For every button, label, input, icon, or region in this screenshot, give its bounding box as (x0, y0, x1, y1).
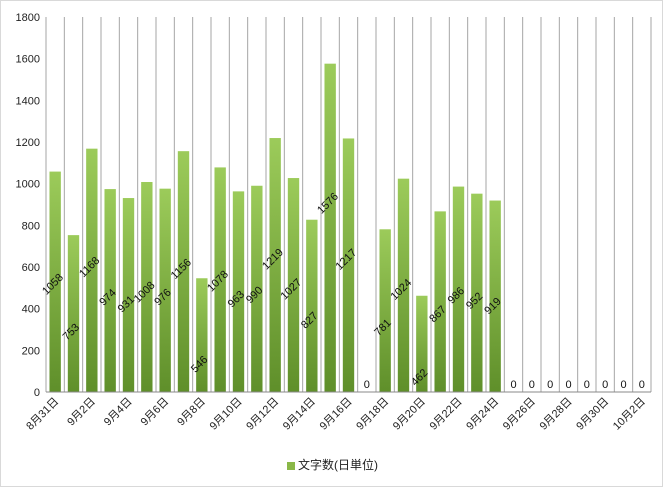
bar (67, 235, 80, 392)
y-tick-label: 1400 (16, 95, 40, 107)
x-tick-label: 9月20日 (391, 396, 428, 433)
data-label: 0 (547, 379, 553, 391)
y-tick-label: 1800 (16, 12, 40, 24)
bar (86, 148, 98, 392)
grid-lines (45, 17, 652, 392)
y-tick-label: 400 (22, 304, 40, 316)
bar (232, 191, 245, 392)
bar (159, 188, 171, 392)
bar (251, 185, 263, 392)
bar (342, 138, 355, 392)
bar (177, 151, 190, 392)
x-tick-label: 9月16日 (318, 396, 355, 433)
y-tick-label: 200 (22, 345, 40, 357)
bar (141, 182, 153, 392)
bar (471, 193, 483, 392)
y-tick-label: 0 (34, 387, 40, 399)
legend-swatch (287, 461, 295, 470)
x-tick-label: 9月4日 (102, 396, 135, 429)
x-tick-label: 9月26日 (501, 396, 538, 433)
bar (49, 171, 61, 392)
y-tick-label: 1200 (16, 137, 40, 149)
bar (397, 178, 410, 392)
data-label: 0 (529, 379, 535, 391)
x-tick-label: 9月18日 (354, 396, 391, 433)
data-label: 0 (602, 379, 608, 391)
bar (214, 167, 226, 392)
y-tick-label: 1000 (16, 179, 40, 191)
bar (489, 200, 501, 392)
x-tick-label: 9月28日 (538, 396, 575, 433)
bars (49, 63, 501, 393)
x-tick-label: 9月2日 (65, 396, 98, 429)
x-tick-label: 9月22日 (428, 396, 465, 433)
data-label: 0 (565, 379, 571, 391)
bar (324, 63, 336, 393)
y-tick-label: 1600 (16, 54, 40, 66)
data-label: 0 (639, 379, 645, 391)
data-label: 0 (364, 379, 370, 391)
data-label: 0 (584, 379, 590, 391)
data-label: 0 (620, 379, 626, 391)
x-tick-label: 9月24日 (464, 396, 501, 433)
bar (452, 186, 465, 392)
bar (306, 219, 318, 392)
bar (122, 198, 135, 392)
bar (379, 229, 391, 392)
bar (416, 295, 428, 392)
bar (434, 211, 446, 392)
legend-label: 文字数(日単位) (298, 458, 378, 472)
x-tick-label: 9月30日 (574, 396, 611, 433)
bar (287, 178, 300, 392)
legend: 文字数(日単位) (1, 456, 663, 473)
bar (104, 189, 116, 392)
bar (269, 138, 281, 392)
x-tick-label: 9月14日 (281, 396, 318, 433)
bar (196, 278, 208, 392)
y-tick-label: 600 (22, 262, 40, 274)
x-tick-label: 8月31日 (24, 396, 61, 433)
x-tick-label: 9月12日 (244, 396, 281, 433)
data-label: 0 (510, 379, 516, 391)
x-tick-label: 10月2日 (611, 396, 648, 433)
x-tick-label: 9月8日 (175, 396, 208, 429)
y-tick-label: 800 (22, 220, 40, 232)
x-tick-label: 9月6日 (139, 396, 172, 429)
x-tick-label: 9月10日 (208, 396, 245, 433)
